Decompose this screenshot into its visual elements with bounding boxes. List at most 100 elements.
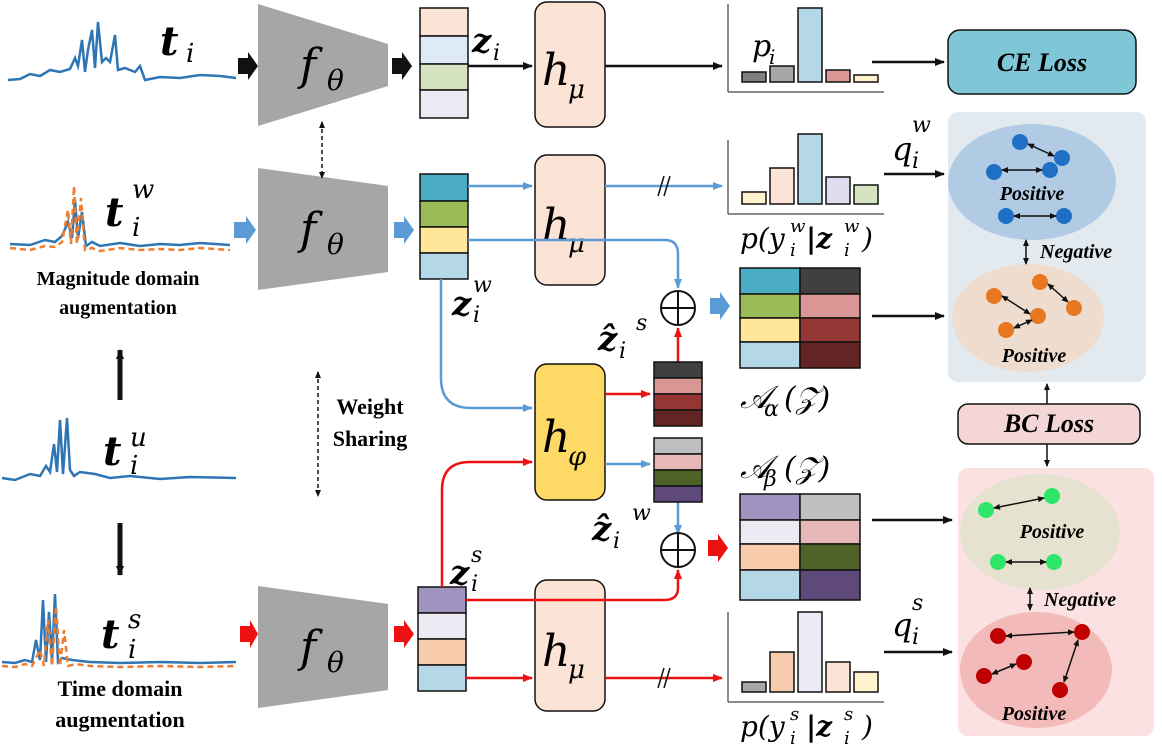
matrix-A-beta bbox=[739, 493, 861, 601]
histogram-p-w bbox=[727, 133, 884, 215]
svg-text:q: q bbox=[892, 130, 912, 168]
head-h-mu-3: h μ bbox=[534, 579, 606, 712]
embedding-z-i-s bbox=[417, 586, 467, 692]
svg-text:θ: θ bbox=[327, 228, 344, 261]
svg-text:i: i bbox=[769, 45, 775, 69]
histogram-p-i: p i bbox=[727, 4, 884, 93]
svg-text:i: i bbox=[186, 39, 194, 69]
svg-text:h: h bbox=[542, 626, 570, 677]
svg-text:u: u bbox=[130, 423, 147, 453]
label-q-s: q i s bbox=[892, 591, 923, 650]
input-t-i-s: t i s bbox=[101, 605, 141, 665]
embedding-zhat-w bbox=[653, 437, 703, 503]
svg-text:s: s bbox=[912, 591, 923, 616]
svg-text:): ) bbox=[861, 222, 873, 255]
svg-text:w: w bbox=[912, 113, 931, 138]
label-A-beta: 𝒜 β (𝒵) bbox=[740, 448, 830, 492]
svg-text:i: i bbox=[613, 529, 620, 554]
weight-sharing-label-2: Sharing bbox=[333, 426, 408, 451]
svg-text:i: i bbox=[790, 728, 796, 749]
svg-text:s: s bbox=[636, 311, 647, 336]
svg-text:h: h bbox=[542, 45, 570, 96]
signal-magnitude-augmented bbox=[9, 185, 231, 253]
oplus-bottom bbox=[660, 532, 696, 568]
svg-text:i: i bbox=[844, 728, 850, 749]
embedding-zhat-s bbox=[653, 361, 703, 427]
label-positive-strong-2: Positive bbox=[1001, 703, 1067, 725]
weight-sharing-label-1: Weight bbox=[336, 394, 404, 419]
arrow-block-black-2 bbox=[392, 52, 412, 80]
svg-text:z: z bbox=[471, 21, 492, 61]
signal-time-augmented bbox=[1, 593, 237, 669]
svg-text:t: t bbox=[160, 18, 179, 65]
ce-loss-box: CE Loss bbox=[947, 29, 1137, 95]
embedding-z-i-w bbox=[419, 173, 469, 280]
arrow-block-black-1 bbox=[238, 52, 258, 80]
cluster-strong-green-points bbox=[978, 488, 1062, 570]
svg-text:BC Loss: BC Loss bbox=[1003, 409, 1094, 438]
svg-text:i: i bbox=[128, 635, 136, 665]
head-h-mu-1: h μ bbox=[534, 1, 606, 128]
svg-text:|z: |z bbox=[806, 710, 833, 743]
svg-text:q: q bbox=[892, 606, 912, 644]
stopgrad-mark-w-2 bbox=[663, 175, 671, 197]
svg-text:h: h bbox=[542, 412, 570, 463]
cluster-weak-orange-points bbox=[986, 274, 1082, 338]
conn-zis-to-hphi bbox=[440, 458, 533, 587]
svg-text:β: β bbox=[763, 467, 777, 492]
input-t-i: t i bbox=[160, 18, 194, 69]
svg-text:|z: |z bbox=[806, 222, 833, 255]
svg-text:w: w bbox=[632, 501, 651, 526]
label-z-i: z i bbox=[471, 21, 500, 66]
conn-zis-to-oplus2 bbox=[466, 569, 682, 602]
arrow-block-blue-1 bbox=[234, 216, 256, 244]
cluster-strong-red-points bbox=[976, 624, 1090, 698]
arrow-block-blue-2 bbox=[394, 216, 414, 244]
cluster-weak-blue-points bbox=[986, 134, 1072, 224]
input-t-i-w: t i w bbox=[105, 175, 154, 243]
encoder-f-theta-1: f θ bbox=[258, 4, 388, 126]
svg-text:i: i bbox=[132, 213, 140, 243]
svg-text:i: i bbox=[471, 572, 478, 597]
svg-text:i: i bbox=[493, 41, 500, 66]
bc-loss-box: BC Loss bbox=[957, 403, 1141, 445]
svg-text:i: i bbox=[844, 240, 850, 261]
svg-text:i: i bbox=[619, 339, 626, 364]
label-z-i-s: z i s bbox=[449, 543, 482, 597]
svg-text:φ: φ bbox=[568, 442, 587, 472]
time-aug-label-1: Time domain bbox=[58, 676, 183, 701]
svg-text:i: i bbox=[912, 625, 919, 650]
label-negative-strong: Negative bbox=[1043, 589, 1116, 611]
svg-text:(𝒵): (𝒵) bbox=[784, 451, 830, 486]
head-h-mu-2: h μ bbox=[534, 154, 606, 286]
arrow-block-red-2 bbox=[394, 620, 414, 648]
svg-text:θ: θ bbox=[327, 64, 344, 97]
svg-text:i: i bbox=[790, 240, 796, 261]
label-positive-weak-2: Positive bbox=[1001, 345, 1067, 367]
svg-text:w: w bbox=[132, 175, 154, 205]
svg-text:ẑ: ẑ bbox=[591, 509, 612, 549]
input-t-i-u: t i u bbox=[103, 423, 147, 481]
svg-text:CE Loss: CE Loss bbox=[997, 48, 1087, 77]
svg-text:p(y: p(y bbox=[740, 710, 786, 743]
histogram-p-s bbox=[727, 611, 884, 703]
label-zhat-s: ẑ i s bbox=[597, 311, 647, 364]
svg-text:z: z bbox=[449, 553, 470, 593]
label-p-y-w: p(y i w |z i w ) bbox=[740, 216, 873, 261]
svg-text:w: w bbox=[844, 216, 860, 237]
svg-text:): ) bbox=[861, 710, 873, 743]
conn-ziw-to-hphi bbox=[439, 279, 533, 412]
svg-text:z: z bbox=[451, 284, 472, 324]
svg-text:μ: μ bbox=[568, 229, 585, 259]
magnitude-aug-label-2: augmentation bbox=[59, 297, 177, 319]
svg-text:μ: μ bbox=[568, 75, 585, 105]
magnitude-aug-label-1: Magnitude domain bbox=[37, 268, 200, 290]
signal-unaugmented bbox=[1, 417, 237, 482]
arrow-block-red-3 bbox=[708, 534, 728, 562]
matrix-A-alpha bbox=[739, 267, 861, 369]
time-aug-label-2: augmentation bbox=[55, 707, 185, 732]
label-p-y-s: p(y i s |z i s ) bbox=[740, 704, 873, 749]
cluster-weak-blue bbox=[948, 124, 1116, 240]
svg-text:s: s bbox=[128, 605, 141, 635]
